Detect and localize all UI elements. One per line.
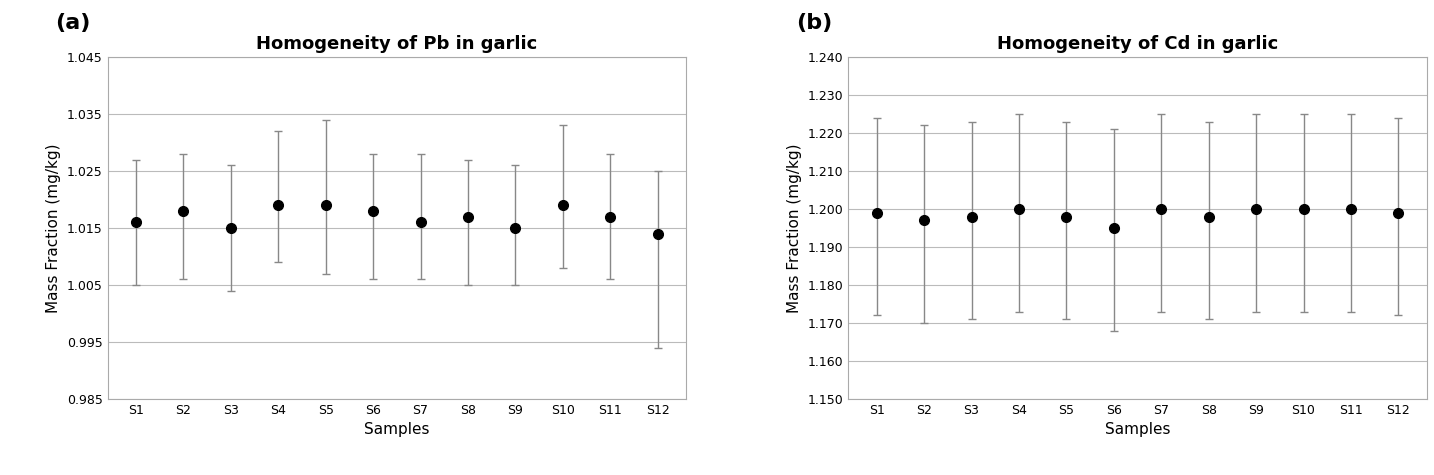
Text: (a): (a) xyxy=(56,12,90,33)
X-axis label: Samples: Samples xyxy=(364,422,430,437)
Title: Homogeneity of Cd in garlic: Homogeneity of Cd in garlic xyxy=(997,35,1278,53)
Text: (b): (b) xyxy=(796,12,832,33)
Title: Homogeneity of Pb in garlic: Homogeneity of Pb in garlic xyxy=(257,35,538,53)
Y-axis label: Mass Fraction (mg/kg): Mass Fraction (mg/kg) xyxy=(46,143,62,313)
Y-axis label: Mass Fraction (mg/kg): Mass Fraction (mg/kg) xyxy=(787,143,802,313)
X-axis label: Samples: Samples xyxy=(1104,422,1170,437)
